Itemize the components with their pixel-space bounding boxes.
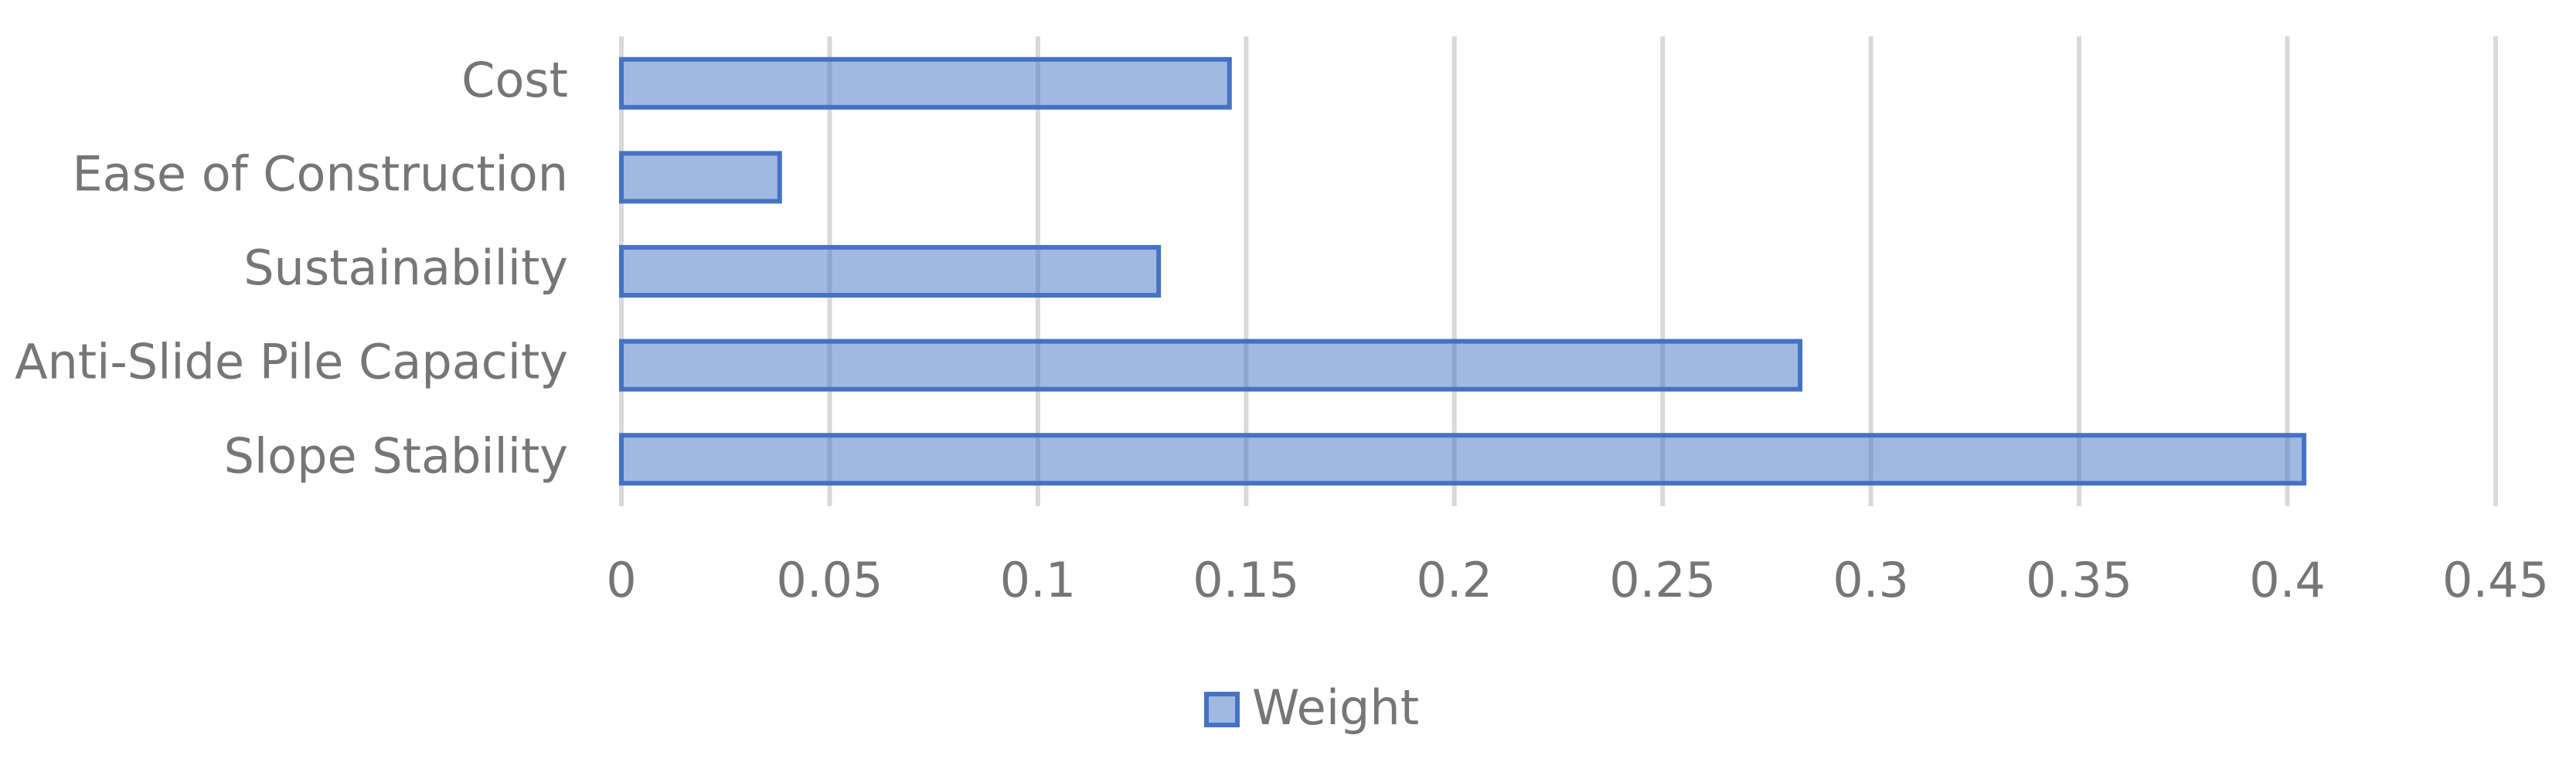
x-tick-label: 0.4 <box>2249 552 2326 608</box>
legend-swatch <box>1204 692 1240 727</box>
x-tick-label: 0.3 <box>1832 552 1909 608</box>
x-tick-label: 0.15 <box>1193 552 1299 608</box>
y-tick-label: Sustainability <box>243 240 568 296</box>
x-tick-label: 0.2 <box>1416 552 1492 608</box>
legend-label: Weight <box>1252 679 1419 736</box>
x-tick-label: 0 <box>606 552 636 608</box>
bar <box>619 56 1232 110</box>
x-tick-label: 0.45 <box>2442 552 2549 608</box>
y-tick-label: Ease of Construction <box>72 145 568 202</box>
x-tick-label: 0.05 <box>776 552 883 608</box>
bar <box>619 339 1803 392</box>
x-tick-label: 0.25 <box>1609 552 1716 608</box>
x-tick-label: 0.35 <box>2026 552 2132 608</box>
bar <box>619 151 782 204</box>
y-tick-label: Anti-Slide Pile Capacity <box>15 334 568 390</box>
x-tick-label: 0.1 <box>1000 552 1077 608</box>
bar <box>619 433 2307 486</box>
y-tick-label: Slope Stability <box>224 427 568 484</box>
y-tick-label: Cost <box>461 52 568 108</box>
bar <box>619 245 1162 298</box>
